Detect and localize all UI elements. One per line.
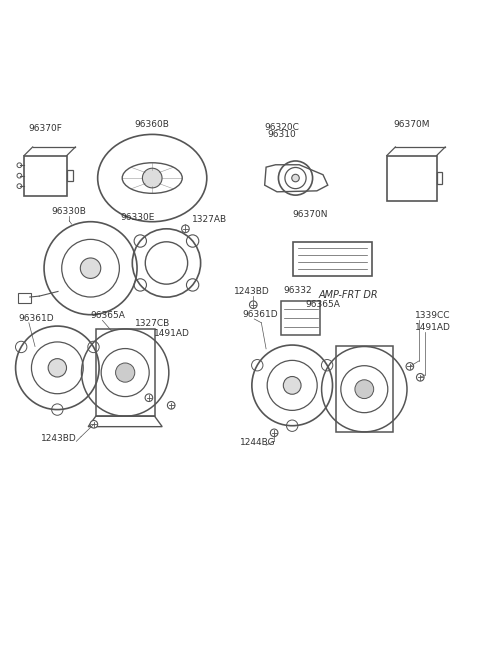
Text: 96361D: 96361D [242, 310, 278, 319]
Text: 1491AD: 1491AD [415, 324, 450, 332]
Text: 96361D: 96361D [18, 314, 54, 323]
Circle shape [292, 174, 299, 182]
Circle shape [145, 394, 153, 402]
Bar [24, 155, 67, 196]
Circle shape [168, 402, 175, 409]
Text: 96365A: 96365A [91, 311, 125, 320]
Circle shape [48, 359, 67, 377]
Bar [387, 155, 437, 200]
Text: 1491AD: 1491AD [154, 329, 190, 338]
Bar [437, 172, 443, 184]
Text: 1243BD: 1243BD [234, 287, 270, 296]
Circle shape [80, 258, 101, 278]
Circle shape [143, 168, 162, 188]
Bar [336, 346, 393, 432]
Text: 96365A: 96365A [305, 299, 340, 309]
Circle shape [181, 225, 189, 233]
Circle shape [116, 363, 135, 382]
Circle shape [283, 377, 301, 394]
Circle shape [250, 301, 257, 309]
Text: 1327CB: 1327CB [135, 318, 170, 328]
Bar [96, 329, 155, 416]
Bar [67, 170, 73, 181]
Bar [18, 293, 31, 303]
Bar [293, 242, 372, 276]
Text: 96360B: 96360B [135, 120, 169, 129]
Text: 1327AB: 1327AB [192, 215, 227, 224]
Circle shape [355, 380, 374, 399]
Text: 96332: 96332 [284, 286, 312, 295]
Text: 1243BD: 1243BD [41, 434, 77, 443]
Text: 96370N: 96370N [292, 210, 328, 219]
Circle shape [417, 373, 424, 381]
Circle shape [406, 363, 414, 370]
Bar [281, 301, 320, 335]
Text: 96330E: 96330E [121, 213, 155, 222]
Text: 96330B: 96330B [52, 206, 86, 215]
Text: AMP-FRT DR: AMP-FRT DR [318, 290, 378, 300]
Circle shape [90, 421, 97, 428]
Text: 96370F: 96370F [28, 124, 62, 133]
Text: 1244BG: 1244BG [240, 438, 276, 447]
Text: 96310: 96310 [267, 130, 296, 139]
Circle shape [270, 429, 278, 437]
Text: 96370M: 96370M [394, 120, 430, 129]
Text: 96320C: 96320C [264, 123, 299, 132]
Text: 1339CC: 1339CC [415, 311, 450, 320]
